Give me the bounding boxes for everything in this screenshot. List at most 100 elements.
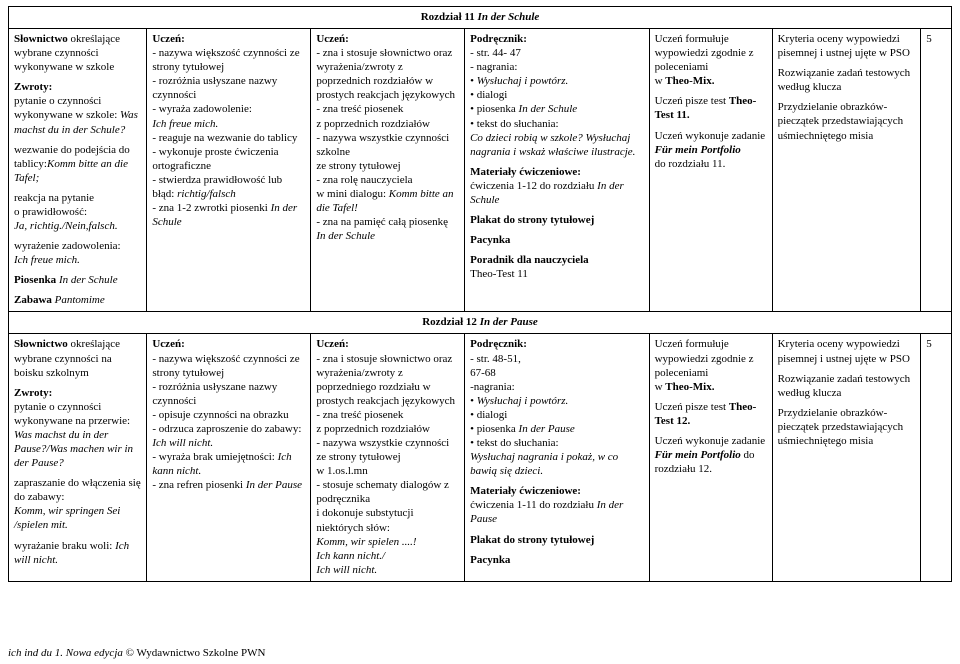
paragraph: zapraszanie do włączenia się do zabawy:K… <box>14 476 141 532</box>
text-run: Uczeń formułuje wypowiedzi zgodnie z pol… <box>655 338 754 378</box>
text-run: ze strony tytułowej <box>316 451 400 463</box>
text-run: • dialogi <box>470 409 507 421</box>
text-run: w <box>655 381 666 393</box>
text-run: • tekst do słuchania: <box>470 118 558 130</box>
text-run: Materiały ćwiczeniowe: <box>470 485 581 497</box>
text-run: w mini dialogu: <box>316 188 388 200</box>
text-run: - nazywa większość czynności ze strony t… <box>152 47 299 73</box>
text-run: - zna rolę nauczyciela <box>316 174 412 186</box>
text-run: Podręcznik: <box>470 338 527 350</box>
text-run: • tekst do słuchania: <box>470 437 558 449</box>
text-run: Zwroty: <box>14 81 52 93</box>
text-run: - nagrania: <box>470 61 517 73</box>
text-run: • <box>470 75 477 87</box>
text-run: ćwiczenia 1-12 do rozdziału <box>470 180 597 192</box>
chapter-header-cell: Rozdział 12 In der Pause <box>9 312 952 334</box>
text-run: pytanie o czynności wykonywane na przerw… <box>14 401 130 427</box>
cell-c6: Kryteria oceny wypowiedzi pisemnej i ust… <box>772 29 921 312</box>
paragraph: wezwanie do podejścia do tablicy:Komm bi… <box>14 143 141 185</box>
text-run: w <box>655 75 666 87</box>
text-run: In der Schule <box>59 274 118 286</box>
text-run: Słownictwo <box>14 338 68 350</box>
paragraph: reakcja na pytanieo prawidłowość:Ja, ric… <box>14 191 141 233</box>
text-run: Theo-Test 11 <box>470 268 528 280</box>
footer-suffix: © Wydawnictwo Szkolne PWN <box>123 647 266 659</box>
page-footer: ich ind du 1. Nowa edycja © Wydawnictwo … <box>8 646 265 660</box>
text-run: Pacynka <box>470 554 510 566</box>
text-run: - str. 44- 47 <box>470 47 521 59</box>
cell-c7: 5 <box>921 29 952 312</box>
text-run: Ich will nicht. <box>152 437 213 449</box>
chapter-header-row: Rozdział 12 In der Pause <box>9 312 952 334</box>
paragraph: wyrażenie zadowolenia: Ich freue mich. <box>14 239 141 267</box>
text-run: 5 <box>926 338 932 350</box>
paragraph: 5 <box>926 32 946 46</box>
paragraph: Podręcznik:- str. 44- 47- nagrania:• Wys… <box>470 32 644 159</box>
paragraph: Rozwiązanie zadań testowych według klucz… <box>778 66 916 94</box>
text-run: z poprzednich rozdziałów <box>316 118 430 130</box>
text-run: Uczeń: <box>152 33 184 45</box>
paragraph: Kryteria oceny wypowiedzi pisemnej i ust… <box>778 337 916 365</box>
table-body: Rozdział 11 In der Schule Słownictwo okre… <box>9 7 952 582</box>
paragraph: Uczeń pisze test Theo-Test 11. <box>655 94 767 122</box>
text-run: Ich will nicht. <box>316 564 377 576</box>
text-run: - stosuje schematy dialogów z podręcznik… <box>316 479 449 505</box>
text-run: Rozwiązanie zadań testowych według klucz… <box>778 373 911 399</box>
text-run: - wyraża brak umiejętności: <box>152 451 277 463</box>
cell-c5: Uczeń formułuje wypowiedzi zgodnie z pol… <box>649 334 772 581</box>
text-run: Poradnik dla nauczyciela <box>470 254 589 266</box>
text-run: - str. 48-51, <box>470 353 521 365</box>
text-run: richtig/falsch <box>177 188 236 200</box>
chapter-label: Rozdział 12 <box>422 316 479 328</box>
paragraph: Słownictwo określające wybrane czynności… <box>14 32 141 74</box>
text-run: In der Schule <box>519 103 578 115</box>
text-run: • <box>470 395 477 407</box>
text-run: Podręcznik: <box>470 33 527 45</box>
text-run: do rozdziału 11. <box>655 158 726 170</box>
text-run: wyrażanie braku woli: <box>14 540 115 552</box>
paragraph: Plakat do strony tytułowej <box>470 533 644 547</box>
text-run: - wyraża zadowolenie: <box>152 103 252 115</box>
footer-prefix: ich ind du 1. Nowa edycja <box>8 647 123 659</box>
text-run: - zna i stosuje słownictwo oraz wyrażeni… <box>316 47 455 101</box>
text-run: - zna 1-2 zwrotki piosenki <box>152 202 270 214</box>
paragraph: Kryteria oceny wypowiedzi pisemnej i ust… <box>778 32 916 60</box>
text-run: Theo-Mix. <box>665 381 714 393</box>
paragraph: Uczeń:- zna i stosuje słownictwo oraz wy… <box>316 32 459 243</box>
text-run: Słownictwo <box>14 33 68 45</box>
chapter-label: Rozdział 11 <box>421 11 478 23</box>
paragraph: Pacynka <box>470 553 644 567</box>
text-run: Komm, wir spielen ....! <box>316 536 416 548</box>
text-run: Rozwiązanie zadań testowych według klucz… <box>778 67 911 93</box>
text-run: Plakat do strony tytułowej <box>470 534 594 546</box>
text-run: Ich freue mich. <box>14 254 80 266</box>
text-run: - wykonuje proste ćwiczenia ortograficzn… <box>152 146 278 172</box>
text-run: Komm, wir springen Sei /spielen mit. <box>14 505 120 531</box>
text-run: • piosenka <box>470 423 518 435</box>
cell-c5: Uczeń formułuje wypowiedzi zgodnie z pol… <box>649 29 772 312</box>
text-run: pytanie o czynności wykonywane w szkole: <box>14 95 120 121</box>
text-run: Für mein Portfolio <box>655 449 741 461</box>
text-run: - rozróżnia usłyszane nazwy czynności <box>152 75 277 101</box>
text-run: - odrzuca zaproszenie do zabawy: <box>152 423 301 435</box>
paragraph: Uczeń pisze test Theo-Test 12. <box>655 400 767 428</box>
text-run: Kryteria oceny wypowiedzi pisemnej i ust… <box>778 33 910 59</box>
text-run: In der Pause <box>246 479 302 491</box>
text-run: Ja, richtig./Nein,falsch. <box>14 220 118 232</box>
text-run: • dialogi <box>470 89 507 101</box>
text-run: Uczeń wykonuje zadanie <box>655 435 766 447</box>
text-run: - zna na pamięć całą piosenkę <box>316 216 448 228</box>
text-run: - rozróżnia usłyszane nazwy czynności <box>152 381 277 407</box>
cell-c4: Podręcznik:- str. 44- 47- nagrania:• Wys… <box>465 29 650 312</box>
text-run: 67-68 <box>470 367 496 379</box>
text-run: -nagrania: <box>470 381 515 393</box>
text-run: Wysłuchaj nagrania i pokaż, w co bawią s… <box>470 451 618 477</box>
text-run: Uczeń formułuje wypowiedzi zgodnie z pol… <box>655 33 754 73</box>
cell-c7: 5 <box>921 334 952 581</box>
text-run: o prawidłowość: <box>14 206 87 218</box>
chapter-title: In der Pause <box>480 316 538 328</box>
cell-c1: Słownictwo określające wybrane czynności… <box>9 334 147 581</box>
cell-c6: Kryteria oceny wypowiedzi pisemnej i ust… <box>772 334 921 581</box>
cell-c2: Uczeń:- nazywa większość czynności ze st… <box>147 334 311 581</box>
paragraph: Poradnik dla nauczyciela Theo-Test 11 <box>470 253 644 281</box>
